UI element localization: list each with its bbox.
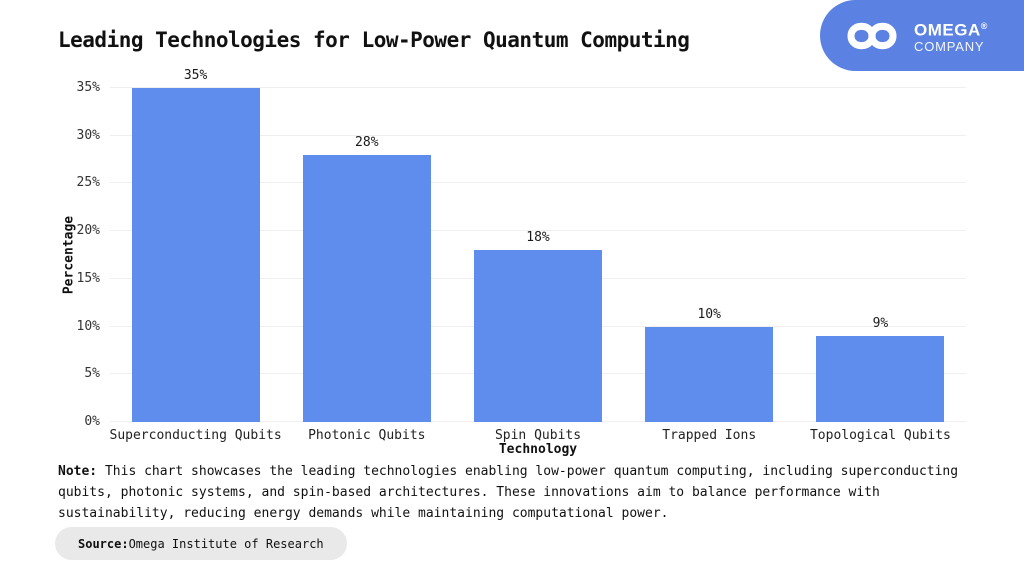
note-body: This chart showcases the leading technol… [58,464,959,521]
bar-slot: 18% Spin Qubits [452,88,623,443]
registered-mark: ® [980,20,988,31]
bar [302,154,431,422]
source-label: Source: [78,536,129,551]
gridline [110,230,966,232]
logo-name: OMEGA® [914,20,988,40]
y-tick-label: 5% [84,366,100,382]
y-tick-label: 35% [76,80,100,95]
source-body: Omega Institute of Research [128,536,324,551]
y-tick-label: 10% [76,318,100,334]
source-pill: Source: Omega Institute of Research [55,527,347,560]
infinity-icon [841,15,903,57]
bar-slot: 28% Photonic Qubits [281,88,452,443]
bar-slot: 35% Superconducting Qubits [110,69,282,443]
category-label: Spin Qubits [494,428,582,443]
plot-area: 0% 5% 10% 15% 20% 25% 30% 35% 35% Superconducting… [77,69,966,443]
y-tick-label: 15% [76,270,100,286]
y-tick-label: 30% [76,127,100,143]
bar-value-label: 10% [697,306,721,322]
note-text: Note: This chart showcases the leading t… [58,461,990,524]
page-title: Leading Technologies for Low-Power Quant… [58,28,690,52]
category-label: Topological Qubits [809,428,951,443]
gridline [110,134,966,136]
y-tick-label: 20% [76,223,100,239]
bar-slot: 9% Topological Qubits [795,88,966,443]
logo-text: OMEGA® COMPANY [914,17,988,55]
note-label: Note: [58,464,98,479]
y-tick-label: 0% [84,414,100,429]
bar-slot: 10% Trapped Ions [624,88,795,443]
bar [474,250,602,422]
gridline [110,87,966,88]
bar-value-label: 9% [872,316,889,332]
y-tick-label: 25% [76,175,100,191]
category-label: Photonic Qubits [308,428,426,443]
bar-value-label: 35% [183,68,208,83]
bar [816,336,945,422]
logo-badge: OMEGA® COMPANY [820,0,1024,71]
bar-value-label: 28% [355,134,379,150]
bar [645,326,774,422]
gridline [110,182,966,184]
x-axis-title: Technology [498,442,578,457]
logo-subname: COMPANY [914,39,985,55]
bar [131,88,260,422]
category-label: Trapped Ions [662,428,757,443]
category-label: Superconducting Qubits [109,428,282,443]
bar-value-label: 18% [526,230,550,246]
